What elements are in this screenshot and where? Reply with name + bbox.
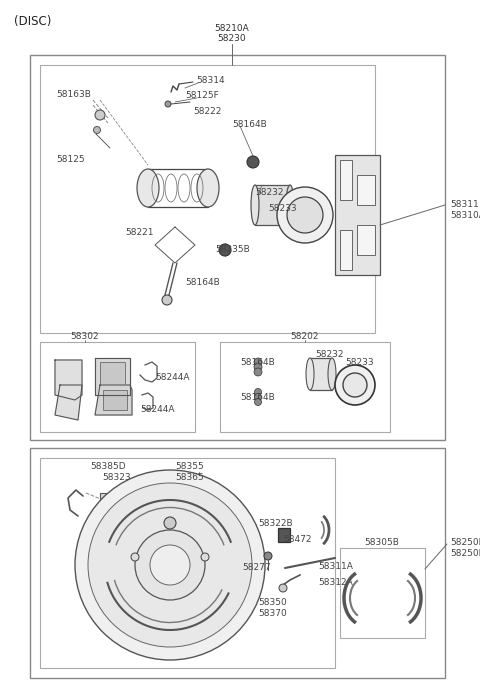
Text: 58230: 58230 (218, 34, 246, 43)
Text: 58277: 58277 (242, 563, 271, 572)
Circle shape (150, 545, 190, 585)
Circle shape (254, 398, 262, 406)
Circle shape (279, 584, 287, 592)
Circle shape (254, 389, 262, 395)
Bar (340, 230, 352, 270)
Circle shape (219, 244, 231, 256)
Text: 58233: 58233 (345, 358, 373, 367)
Circle shape (95, 110, 105, 120)
Bar (255, 185, 290, 225)
Text: 58472: 58472 (283, 535, 312, 544)
Bar (335, 155, 380, 275)
Text: 58365: 58365 (175, 473, 204, 482)
Ellipse shape (251, 185, 259, 225)
Text: 58305B: 58305B (365, 538, 399, 547)
Circle shape (94, 127, 100, 134)
Circle shape (135, 530, 205, 600)
Text: 58164B: 58164B (185, 278, 220, 287)
Text: 58322B: 58322B (258, 519, 293, 528)
Text: 58311A: 58311A (318, 562, 353, 571)
Bar (278, 528, 290, 542)
Bar (220, 342, 390, 432)
Circle shape (254, 393, 262, 400)
Text: 58202: 58202 (291, 332, 319, 341)
Text: 58350: 58350 (258, 598, 287, 607)
Circle shape (287, 197, 323, 233)
Bar (103, 390, 127, 410)
Bar (340, 548, 425, 638)
Bar (40, 458, 335, 668)
Text: 58355: 58355 (175, 462, 204, 471)
Text: 58233: 58233 (268, 204, 297, 213)
Circle shape (254, 358, 262, 366)
Ellipse shape (137, 169, 159, 207)
Text: 58312A: 58312A (318, 578, 353, 587)
Bar (30, 55, 445, 440)
Bar (357, 225, 375, 255)
Text: 58221: 58221 (125, 228, 154, 237)
Text: 58164B: 58164B (240, 393, 275, 402)
Text: (DISC): (DISC) (14, 15, 51, 28)
Ellipse shape (197, 169, 219, 207)
Circle shape (277, 187, 333, 243)
Text: 58232: 58232 (255, 188, 284, 197)
Bar (155, 525, 185, 543)
Text: 58125: 58125 (56, 155, 84, 164)
Text: 58125F: 58125F (185, 91, 219, 100)
Text: 58323: 58323 (102, 473, 131, 482)
Bar (310, 358, 332, 390)
Text: 58302: 58302 (71, 332, 99, 341)
Text: 58311: 58311 (450, 200, 479, 209)
Bar (158, 593, 182, 605)
Text: 58164B: 58164B (240, 358, 275, 367)
Circle shape (164, 517, 176, 529)
Text: 58222: 58222 (193, 107, 221, 116)
Bar (100, 362, 125, 392)
Text: 58164B: 58164B (232, 120, 267, 129)
Text: 58314: 58314 (196, 76, 225, 85)
Circle shape (264, 552, 272, 560)
Circle shape (254, 368, 262, 376)
Bar (30, 448, 445, 678)
Ellipse shape (306, 358, 314, 390)
Circle shape (88, 483, 252, 647)
Polygon shape (95, 358, 130, 395)
Bar (357, 175, 375, 205)
Bar (100, 493, 108, 521)
Circle shape (162, 295, 172, 305)
Circle shape (247, 156, 259, 168)
Text: 58232: 58232 (315, 350, 344, 359)
Text: 58385D: 58385D (90, 462, 126, 471)
Circle shape (343, 373, 367, 397)
Text: 58210A: 58210A (215, 24, 250, 33)
Circle shape (165, 101, 171, 107)
Text: 58370: 58370 (258, 609, 287, 618)
Text: 58235B: 58235B (215, 245, 250, 254)
Text: 58163B: 58163B (56, 90, 91, 99)
Text: 58244A: 58244A (155, 373, 190, 382)
Polygon shape (55, 385, 82, 420)
Text: 58244A: 58244A (140, 405, 175, 414)
Bar (40, 342, 195, 432)
Polygon shape (55, 360, 82, 400)
Text: 58310A: 58310A (450, 211, 480, 220)
Text: 58250R: 58250R (450, 549, 480, 558)
Circle shape (335, 365, 375, 405)
Circle shape (201, 553, 209, 561)
Circle shape (75, 470, 265, 660)
Circle shape (131, 553, 139, 561)
Bar (40, 65, 375, 333)
Text: 58250D: 58250D (450, 538, 480, 547)
Ellipse shape (328, 358, 336, 390)
Ellipse shape (286, 185, 294, 225)
Circle shape (254, 363, 262, 371)
Bar (340, 160, 352, 200)
Polygon shape (95, 385, 132, 415)
